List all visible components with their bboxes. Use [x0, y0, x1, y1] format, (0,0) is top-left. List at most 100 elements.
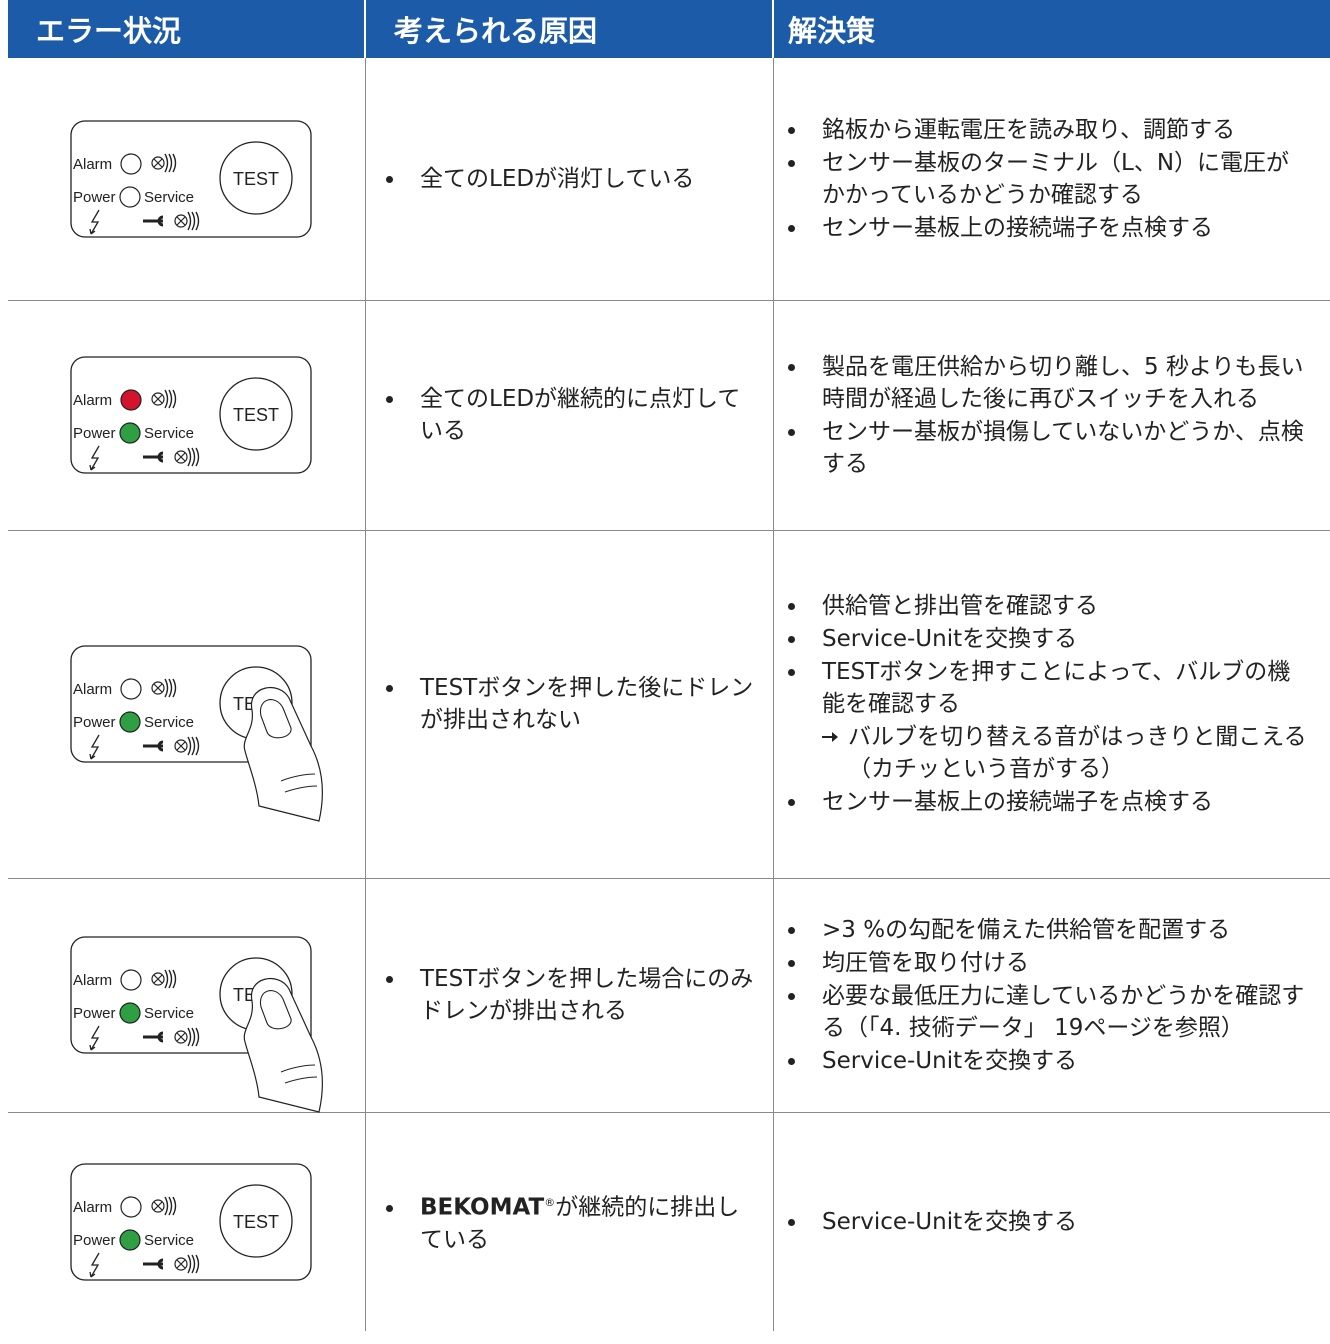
solution-text: 必要な最低圧力に達しているかどうかを確認する（「4. 技術データ」 19ページを… — [822, 982, 1305, 1041]
finger-crease — [280, 1064, 318, 1084]
cause-cell: TESTボタンを押した場合にのみドレンが排出される — [366, 878, 766, 1112]
cause-text: 全てのLEDが継続的に点灯している — [420, 386, 741, 444]
cause-cell: 全てのLEDが継続的に点灯している — [366, 300, 766, 530]
panel-label: Alarm — [73, 972, 112, 989]
symbol — [153, 1201, 163, 1210]
finger-nail — [259, 990, 292, 1030]
symbol — [174, 450, 188, 464]
solution: センサー基板が損傷していないかどうか、点検する — [808, 416, 1312, 480]
symbol — [195, 211, 200, 231]
lightning-icon — [89, 1025, 100, 1051]
symbol — [168, 389, 173, 409]
solution-list: 銘板から運転電圧を読み取り、調節するセンサー基板のターミナル（L、N）に電圧がか… — [774, 113, 1312, 245]
row-divider — [8, 530, 1330, 531]
solution: Service-Unitを交換する — [808, 623, 1312, 655]
solution: 製品を電圧供給から切り離し、5 秒よりも長い時間が経過した後に再びスイッチを入れ… — [808, 351, 1312, 415]
solution-text: Service-Unitを交換する — [822, 626, 1078, 652]
symbol — [176, 1259, 186, 1268]
symbol — [195, 736, 200, 756]
power-led — [119, 1228, 141, 1251]
cause-cell: BEKOMAT®が継続的に排出している — [366, 1112, 766, 1331]
solution-text: >3 %の勾配を備えた供給管を配置する — [822, 916, 1231, 943]
symbol — [172, 1196, 177, 1215]
symbol — [187, 211, 192, 231]
cause: TESTボタンを押した後にドレンが排出されない — [406, 672, 756, 736]
panel-label: Service — [144, 1005, 194, 1022]
symbol — [191, 211, 196, 231]
cause: 全てのLEDが消灯している — [406, 163, 694, 195]
solution: バルブを切り替える音がはっきりと聞こえる（カチッという音がする） — [822, 721, 1312, 785]
cause: BEKOMAT®が継続的に排出している — [406, 1187, 756, 1256]
cause-list: BEKOMAT®が継続的に排出している — [366, 1186, 756, 1257]
panel-label: Alarm — [73, 681, 112, 698]
symbol — [168, 1196, 173, 1215]
cause-text: TESTボタンを押した後にドレンが排出されない — [420, 675, 754, 733]
lightning-icon — [89, 734, 100, 760]
cause-text: 全てのLEDが消灯している — [420, 166, 695, 192]
solution: Service-Unitを交換する — [808, 1045, 1312, 1077]
lightning-icon — [89, 445, 100, 471]
test-button — [219, 1183, 293, 1258]
symbol — [176, 216, 186, 226]
symbol — [174, 1256, 188, 1271]
wrench-icon — [143, 740, 164, 752]
test-button — [219, 377, 293, 451]
symbol — [172, 678, 177, 698]
solution: センサー基板上の接続端子を点検する — [808, 786, 1312, 818]
solution-text: TESTボタンを押すことによって、バルブの機能を確認する — [822, 659, 1291, 717]
column-header: 解決策 — [774, 0, 1330, 58]
cause-text: が継続的に排出している — [420, 1194, 740, 1253]
cause-list: 全てのLEDが消灯している — [366, 162, 694, 196]
solution-text: センサー基板上の接続端子を点検する — [822, 789, 1213, 815]
row-divider — [8, 300, 1330, 301]
cause-cell: TESTボタンを押した後にドレンが排出されない — [366, 530, 766, 878]
cause-cell: 全てのLEDが消灯している — [366, 58, 766, 300]
symbol — [153, 158, 163, 168]
symbol — [176, 1032, 186, 1042]
solution-text: 均圧管を取り付ける — [822, 949, 1029, 976]
symbol — [174, 214, 188, 228]
lightning-icon — [89, 1252, 100, 1278]
test-button — [219, 141, 293, 215]
solution-list: Service-Unitを交換する — [774, 1205, 1077, 1239]
solution-text: Service-Unitを交換する — [822, 1047, 1078, 1074]
panel-label: Power — [73, 714, 116, 731]
arrow-icon — [822, 732, 838, 742]
power-led — [119, 711, 141, 733]
symbol — [176, 741, 186, 751]
panel-label: Service — [144, 1232, 194, 1249]
column-divider — [773, 58, 774, 1331]
panel-label: TEST — [233, 405, 279, 425]
lightning-icon — [89, 209, 100, 235]
symbol — [172, 153, 177, 173]
solution-cell: 供給管と排出管を確認する Service-Unitを交換する TESTボタンを押すこ… — [774, 530, 1330, 878]
wrench-icon — [143, 215, 164, 227]
power-led — [119, 422, 141, 444]
wrench-icon — [143, 1258, 164, 1269]
solution: >3 %の勾配を備えた供給管を配置する — [808, 914, 1312, 946]
solution: 必要な最低圧力に達しているかどうかを確認する（「4. 技術データ」 19ページを… — [808, 980, 1312, 1044]
panel-label: Power — [73, 425, 116, 442]
solution: 均圧管を取り付ける — [808, 947, 1312, 979]
symbol — [191, 447, 196, 467]
solution: TESTボタンを押すことによって、バルブの機能を確認する — [808, 656, 1312, 720]
cause-list: 全てのLEDが継続的に点灯している — [366, 382, 756, 448]
symbol — [168, 969, 173, 989]
symbol — [164, 153, 169, 173]
symbol — [164, 969, 169, 989]
alarm-led — [120, 1195, 142, 1218]
symbol — [187, 447, 192, 467]
panel-label: Alarm — [73, 1199, 112, 1216]
panel-label: Service — [144, 714, 194, 731]
solution-text: 製品を電圧供給から切り離し、5 秒よりも長い時間が経過した後に再びスイッチを入れ… — [822, 353, 1304, 412]
alarm-led — [120, 153, 142, 175]
